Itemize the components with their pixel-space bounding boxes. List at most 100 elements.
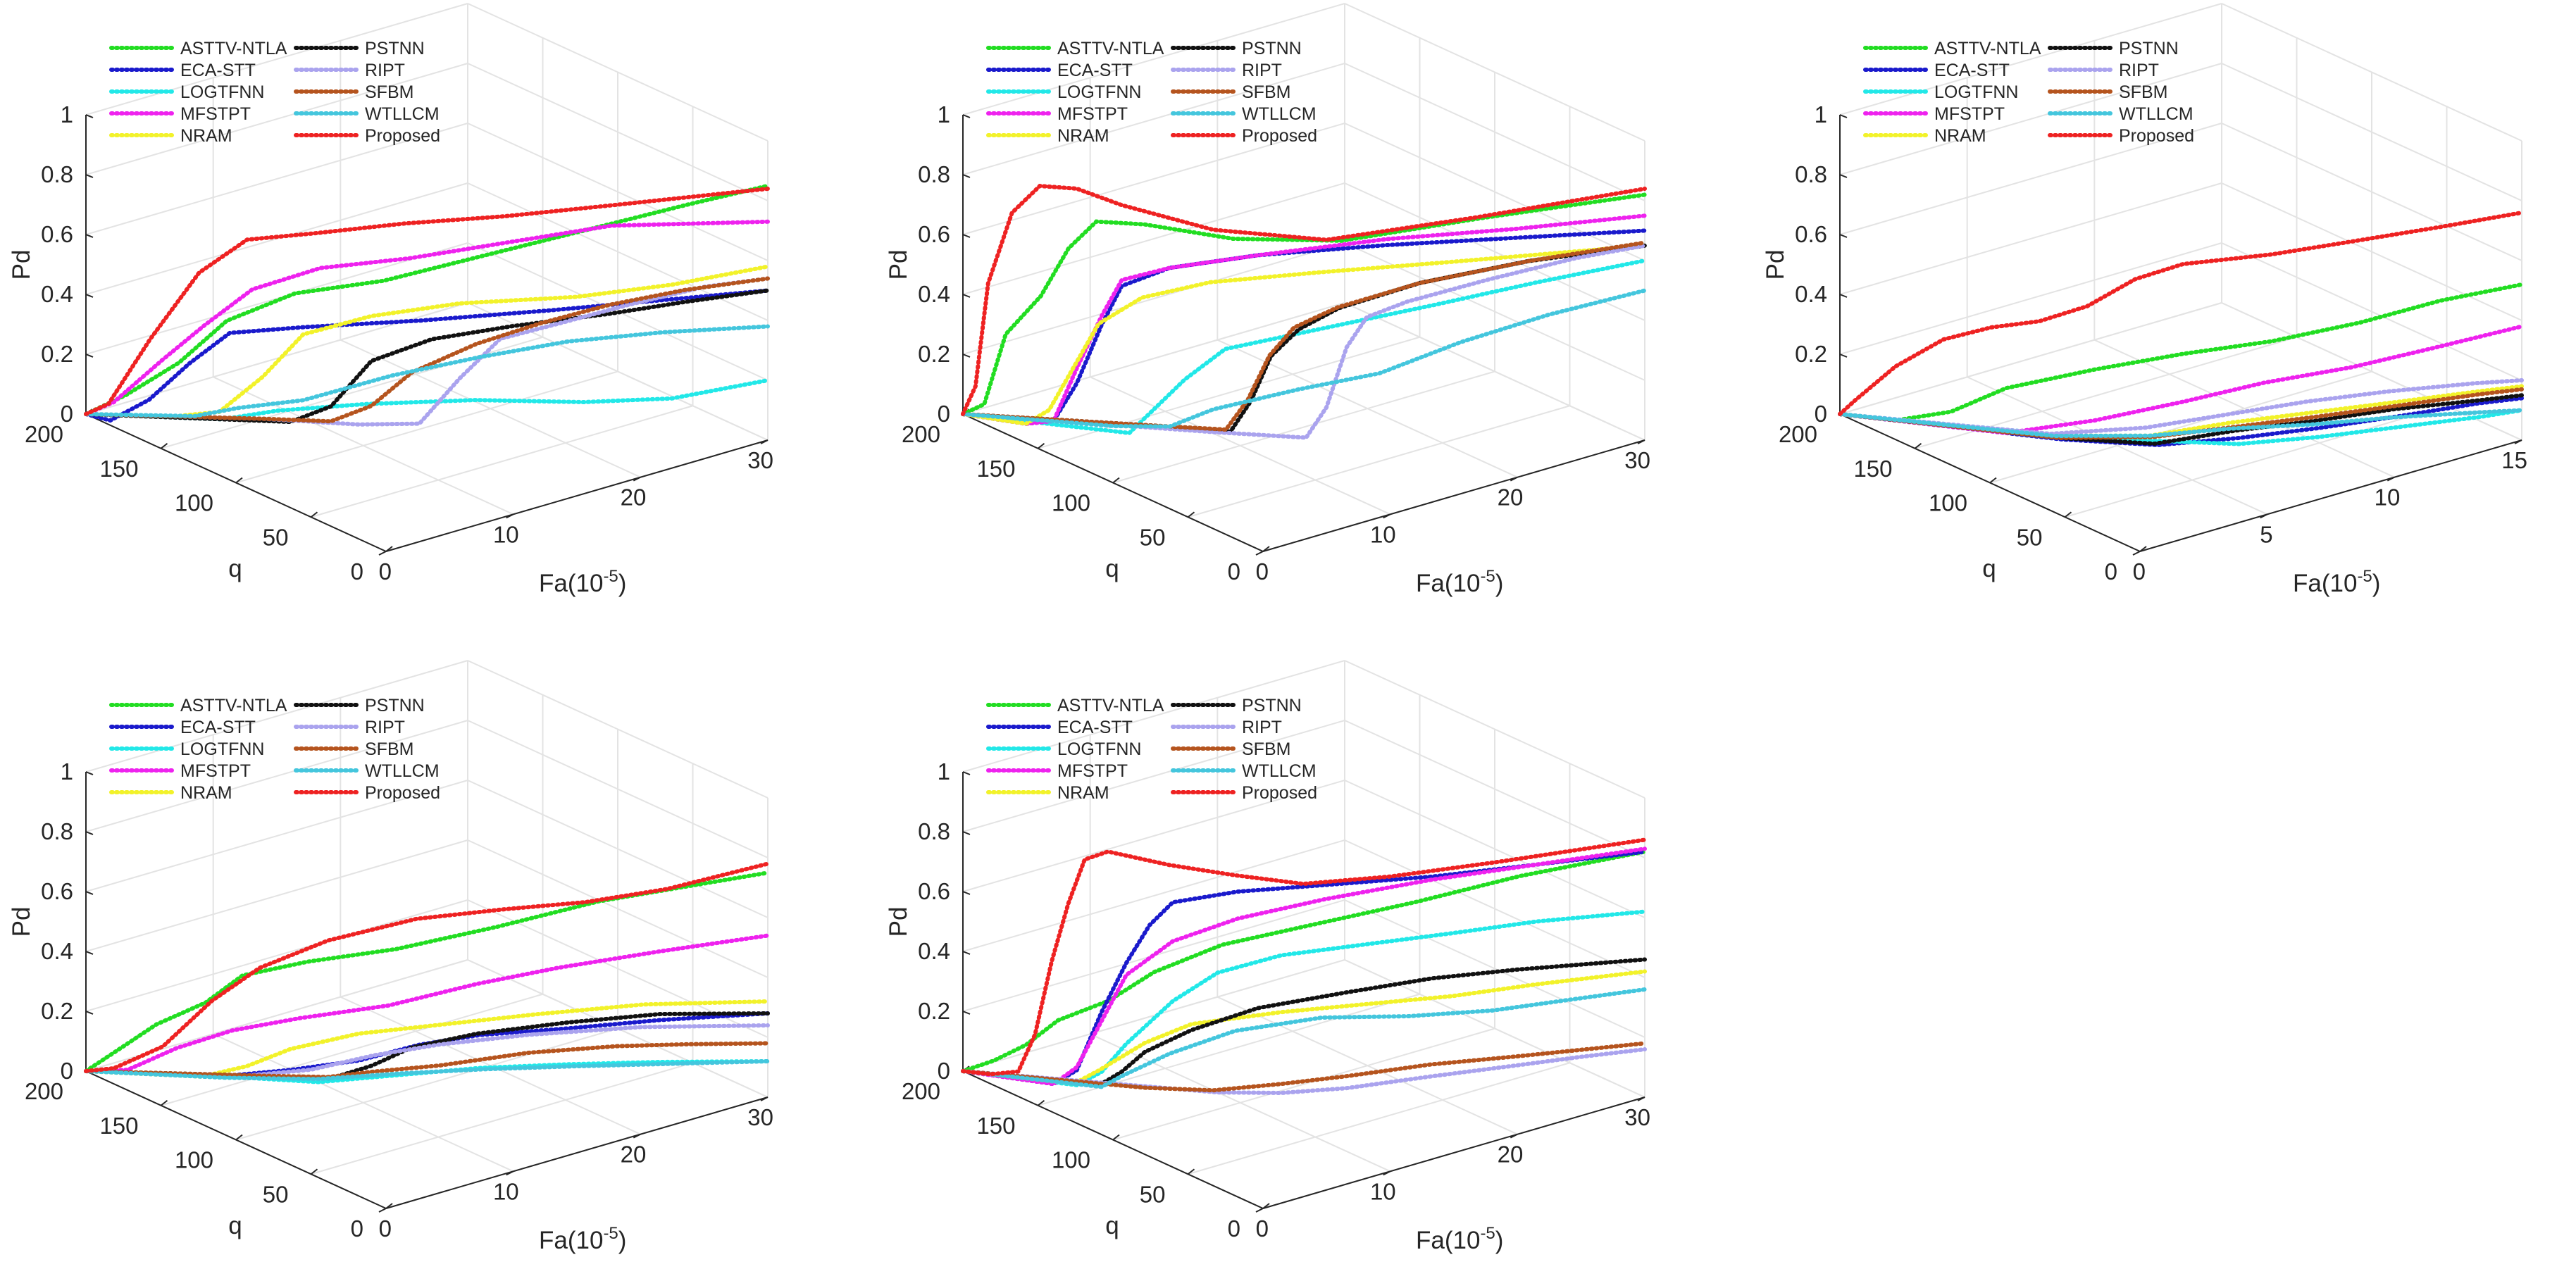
series-line-asttv-ntla <box>84 183 770 416</box>
x-tick <box>760 1096 769 1101</box>
x-axis-label-base: Fa(10 <box>539 1227 603 1254</box>
z-tick-label: 0.4 <box>918 281 950 307</box>
series-line-wtllcm <box>961 987 1647 1089</box>
y-axis-label: q <box>1982 555 1996 582</box>
y-tick-label: 100 <box>1052 1147 1090 1173</box>
x-axis-label: Fa(10-5) <box>1416 1224 1503 1254</box>
z-tick <box>962 114 971 118</box>
grid-line <box>1112 370 1495 484</box>
x-tick-label: 0 <box>2133 558 2146 585</box>
x-tick <box>1255 551 1264 556</box>
series-line-asttv-ntla <box>84 870 770 1073</box>
grid-line <box>311 1062 693 1175</box>
legend-label: RIPT <box>2119 61 2159 80</box>
x-axis-label-base: Fa(10 <box>1416 1227 1480 1254</box>
x-tick-label: 0 <box>1256 558 1269 585</box>
x-tick <box>1255 1208 1264 1213</box>
grid-line <box>1344 302 1645 441</box>
series-line-pstnn <box>84 288 770 425</box>
legend-label: RIPT <box>1242 61 1282 80</box>
series-group <box>1838 211 2524 448</box>
z-tick <box>85 294 94 298</box>
grid-line <box>85 660 468 773</box>
y-tick-label: 50 <box>1140 524 1166 550</box>
y-tick-label: 0 <box>351 558 363 585</box>
z-tick-label: 0.2 <box>918 998 950 1024</box>
y-tick-label: 0 <box>1228 558 1240 585</box>
y-tick <box>310 511 318 518</box>
z-tick-label: 0 <box>1815 401 1827 427</box>
x-tick <box>506 1170 514 1176</box>
x-axis-line <box>385 1096 769 1209</box>
grid-line <box>85 123 468 235</box>
z-axis-label: Pd <box>885 250 912 280</box>
series-line-asttv-ntla <box>961 849 1647 1073</box>
z-axis-label: Pd <box>1762 250 1789 280</box>
x-tick-label: 15 <box>2501 447 2527 473</box>
x-axis-label-base: Fa(10 <box>1416 570 1480 597</box>
legend-label: LOGTFNN <box>1057 82 1141 102</box>
x-axis-label-suffix: ) <box>1495 1227 1504 1254</box>
grid-line <box>1989 370 2372 484</box>
grid-line <box>962 182 1345 295</box>
series-line-proposed <box>961 184 1647 416</box>
y-tick-label: 150 <box>99 1113 138 1139</box>
x-tick <box>2260 513 2268 519</box>
grid-line <box>2221 123 2522 261</box>
z-tick <box>1839 114 1848 118</box>
x-tick <box>506 513 514 519</box>
grid <box>1839 3 2522 552</box>
legend-label: NRAM <box>1057 126 1109 146</box>
series-line-mfstpt <box>84 933 770 1073</box>
x-tick <box>2514 439 2522 444</box>
x-axis-label-suffix: ) <box>2372 570 2381 597</box>
chart-panel-bottom-left: 010203005010015020000.20.40.60.81PdqFa(1… <box>8 660 773 1254</box>
series-line-pstnn <box>961 957 1647 1088</box>
grid-line <box>85 63 468 175</box>
x-tick <box>633 1133 641 1139</box>
x-tick-label: 10 <box>1370 1178 1396 1204</box>
y-tick-label: 100 <box>175 490 213 516</box>
x-axis-label-exponent: -5 <box>603 1224 618 1243</box>
x-tick-label: 10 <box>493 521 519 547</box>
y-tick <box>385 546 393 552</box>
z-tick <box>85 114 94 118</box>
legend-label: WTLLCM <box>365 761 440 781</box>
legend-label: Proposed <box>2119 126 2194 146</box>
series-line-mfstpt <box>961 846 1647 1087</box>
x-tick-label: 30 <box>747 447 773 473</box>
grid-line <box>962 660 1345 773</box>
legend-label: MFSTPT <box>180 761 251 781</box>
series-line-sfbm <box>961 1041 1647 1093</box>
y-tick <box>1112 1134 1120 1141</box>
z-tick-label: 0.6 <box>1795 221 1827 247</box>
series-group <box>84 861 770 1084</box>
grid-line <box>962 959 1345 1072</box>
series-line-logtfnn <box>961 258 1647 436</box>
series-line-ript <box>961 1047 1647 1096</box>
series-line-proposed <box>961 837 1647 1077</box>
grid-line <box>1344 123 1645 261</box>
grid-line <box>2221 182 2522 321</box>
z-tick <box>962 174 971 178</box>
y-tick <box>160 1099 168 1106</box>
y-tick <box>1037 442 1045 449</box>
legend-label: NRAM <box>180 126 232 146</box>
legend-label: ASTTV-NTLA <box>180 696 287 715</box>
series-line-wtllcm <box>961 288 1647 429</box>
series-line-wtllcm <box>84 1059 770 1082</box>
x-tick-label: 10 <box>2375 485 2401 511</box>
legend-label: MFSTPT <box>1057 761 1128 781</box>
y-tick <box>1037 1099 1045 1106</box>
legend-label: RIPT <box>1242 718 1282 737</box>
chart-panel-bottom-middle: 010203005010015020000.20.40.60.81PdqFa(1… <box>885 660 1650 1254</box>
y-tick-label: 100 <box>175 1147 213 1173</box>
z-axis-label: Pd <box>8 907 35 937</box>
z-tick-label: 0.8 <box>1795 161 1827 187</box>
z-tick-label: 0.2 <box>41 341 73 367</box>
legend-label: WTLLCM <box>2119 104 2194 124</box>
